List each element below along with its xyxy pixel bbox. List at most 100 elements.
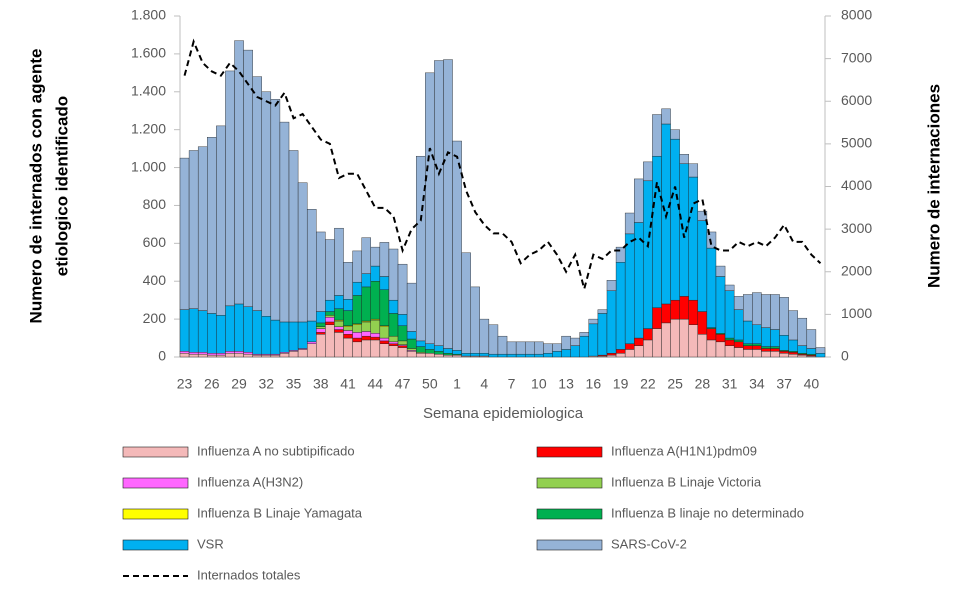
bar-segment — [588, 318, 599, 325]
bar-segment — [325, 299, 335, 312]
bar-segment — [388, 248, 399, 301]
bar-segment — [352, 341, 362, 358]
bar-segment — [606, 354, 617, 358]
bar-segment — [679, 154, 689, 164]
bar-segment — [697, 311, 708, 335]
legend-label: Influenza A(H1N1)pdm09 — [611, 443, 757, 458]
bar-segment — [179, 157, 190, 310]
bar-segment — [188, 308, 199, 353]
bar-segment — [597, 313, 608, 356]
y-tick-label: 1.000 — [131, 158, 166, 174]
bar-segment — [234, 351, 244, 354]
bar-segment — [370, 246, 381, 267]
bar-segment — [397, 263, 408, 315]
bar-segment — [279, 121, 290, 323]
bar-segment — [724, 345, 735, 358]
legend-label: Influenza B Linaje Victoria — [611, 474, 762, 489]
bar-segment — [361, 335, 371, 341]
bar-segment — [361, 331, 371, 337]
legend-swatch — [122, 477, 189, 489]
bar-segment — [361, 321, 371, 332]
bar-segment — [570, 345, 580, 358]
bar-segment — [334, 295, 344, 309]
bar-segment — [379, 242, 390, 277]
y2-tick-label: 3000 — [841, 220, 872, 236]
bar-segment — [270, 354, 281, 358]
bar-segment — [761, 327, 771, 347]
bar-segment — [252, 310, 262, 355]
bar-segment — [434, 60, 444, 346]
bar-segment — [306, 343, 317, 358]
bar-segment — [697, 334, 708, 358]
bar-segment — [706, 339, 717, 358]
bar-segment — [425, 349, 435, 354]
bar-segment — [652, 114, 662, 157]
bar-segment — [688, 299, 699, 325]
y2-tick-label: 7000 — [841, 49, 872, 65]
bar-segment — [243, 353, 253, 358]
bar-segment — [225, 305, 235, 352]
y-tick-label: 600 — [143, 234, 167, 250]
bar-segment — [434, 353, 444, 358]
bar-segment — [697, 220, 708, 312]
y2-tick-label: 1000 — [841, 305, 872, 321]
bar-segment — [379, 276, 390, 290]
bar-segment — [652, 307, 662, 329]
bar-segment — [806, 329, 817, 349]
bar-segment — [443, 354, 453, 358]
bar-segment — [370, 336, 381, 341]
bar-segment — [288, 150, 299, 323]
bar-segment — [179, 351, 190, 354]
bar-segment — [679, 163, 689, 297]
bar-segment — [779, 353, 789, 358]
line-series — [183, 38, 822, 293]
bar-segment — [234, 303, 244, 352]
bar-segment — [316, 311, 326, 324]
bar-segment — [297, 182, 308, 323]
y2-axis-title: Numero de internaciones — [924, 84, 943, 288]
bar-segment — [515, 353, 526, 358]
bar-segment — [334, 320, 344, 327]
bar-segment — [670, 318, 680, 358]
bar-segment — [306, 341, 317, 344]
bar-segment — [652, 155, 662, 308]
x-tick-label: 41 — [340, 376, 356, 392]
bar-segment — [361, 339, 371, 358]
bar-segment — [815, 353, 826, 358]
bar-segment — [552, 343, 562, 352]
bar-segment — [443, 348, 453, 354]
bar-segment — [352, 332, 362, 339]
bar-segment — [406, 338, 417, 349]
bar-segment — [743, 349, 753, 358]
bar-segment — [752, 349, 762, 358]
legend-label: Influenza B Linaje Yamagata — [197, 505, 363, 520]
bar-segment — [406, 282, 417, 332]
bar-segment — [425, 343, 435, 350]
bar-segment — [797, 345, 808, 354]
bar-segment — [261, 91, 272, 317]
bar-segment — [670, 299, 680, 320]
bar-segment — [343, 330, 353, 335]
bar-segment — [297, 349, 308, 358]
bar-segment — [779, 351, 789, 354]
bar-segment — [470, 286, 480, 354]
y2-tick-label: 0 — [841, 348, 849, 364]
bar-segment — [352, 324, 362, 333]
bar-segment — [743, 343, 753, 346]
bar-segment — [379, 343, 390, 358]
bar-segment — [797, 317, 808, 346]
bar-segment — [543, 353, 553, 358]
bar-segment — [797, 354, 808, 358]
bar-segment — [406, 351, 417, 358]
bar-segment — [397, 347, 408, 358]
legend-swatch — [536, 508, 603, 520]
bar-segment — [733, 341, 744, 348]
bar-segment — [779, 335, 789, 351]
bar-segment — [197, 353, 208, 358]
bar-segment — [316, 328, 326, 333]
bar-segment — [588, 323, 599, 357]
bar-segment — [352, 337, 362, 343]
y-tick-label: 1.200 — [131, 120, 166, 136]
bar-segment — [488, 324, 499, 355]
bar-segment — [806, 348, 817, 355]
